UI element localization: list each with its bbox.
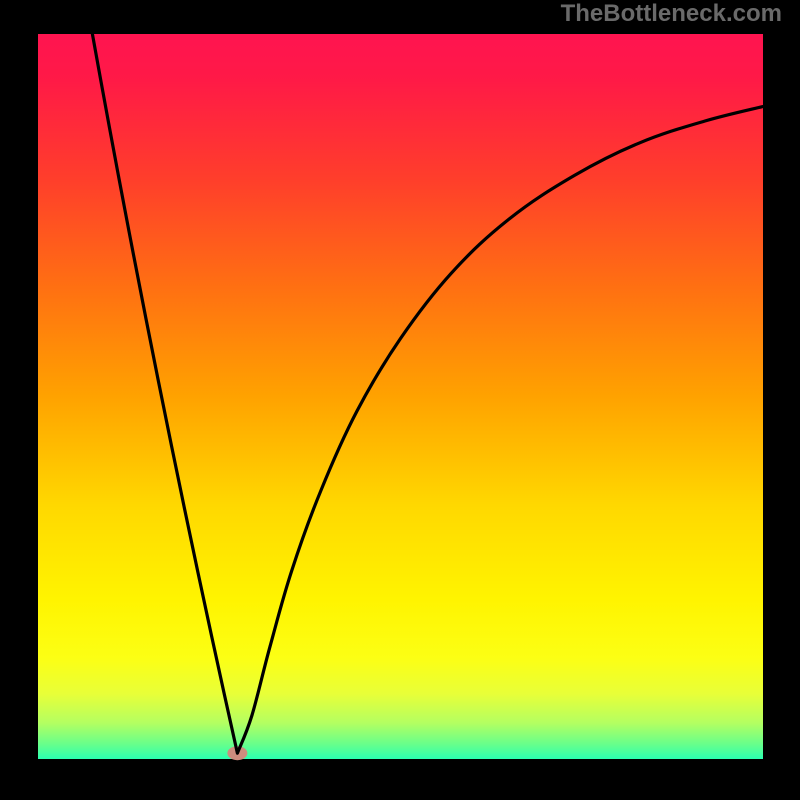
watermark-text: TheBottleneck.com xyxy=(561,0,782,28)
gradient-plot-area xyxy=(38,34,763,759)
bottleneck-chart xyxy=(0,0,800,800)
